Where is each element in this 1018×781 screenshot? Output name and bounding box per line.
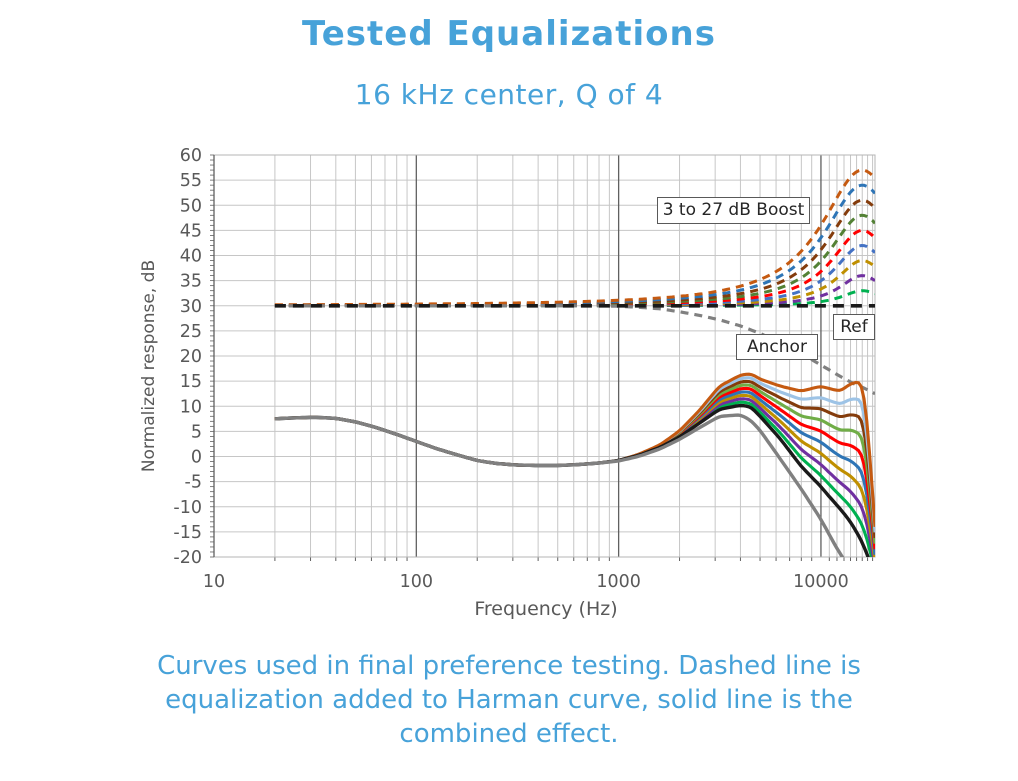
caption-line: Curves used in final preference testing.… <box>157 651 861 681</box>
y-tick-label: 60 <box>180 146 202 166</box>
y-tick-label: 50 <box>180 196 202 216</box>
ref-annotation: Ref <box>833 314 875 340</box>
x-tick-label: 100 <box>400 572 433 592</box>
x-tick-label: 10000 <box>793 572 849 592</box>
y-tick-label: 20 <box>180 347 202 367</box>
eq-dashed-12db <box>274 243 875 307</box>
y-tick-label: 0 <box>191 448 202 468</box>
eq-dashed-curves <box>274 168 875 308</box>
y-tick-label: -15 <box>173 523 202 543</box>
anchor-combined-solid <box>274 413 845 557</box>
y-tick-label: -5 <box>185 473 202 493</box>
eq-dashed-9db <box>274 259 875 308</box>
y-tick-label: 30 <box>180 297 202 317</box>
y-tick-label: 40 <box>180 247 202 267</box>
x-tick-label: 1000 <box>596 572 641 592</box>
y-tick-label: -10 <box>173 498 202 518</box>
x-tick-label: 10 <box>203 572 225 592</box>
anchor-annotation: Anchor <box>736 334 818 360</box>
caption: Curves used in final preference testing.… <box>0 650 1018 751</box>
x-axis-title: Frequency (Hz) <box>474 598 618 620</box>
y-axis-title: Normalized response, dB <box>139 259 159 473</box>
grid <box>210 154 876 561</box>
combined-solid-curves <box>274 372 875 557</box>
combined-solid-27db <box>274 372 875 528</box>
caption-line: combined effect. <box>399 718 619 749</box>
page-subtitle: 16 kHz center, Q of 4 <box>354 78 664 111</box>
chart-area: 60 55 50 45 40 35 30 25 20 15 10 5 0 -5 -10 -15 -20 10 100… <box>0 130 1018 640</box>
caption-line: equalization added to Harman curve, soli… <box>165 684 853 715</box>
y-tick-label: 55 <box>180 171 202 191</box>
combined-solid-12db <box>274 390 875 555</box>
page-title: Tested Equalizations <box>302 14 716 54</box>
y-tick-label: 10 <box>180 397 202 417</box>
y-tick-label: 45 <box>180 221 202 241</box>
y-tick-label: 25 <box>180 322 202 342</box>
y-tick-label: -20 <box>173 548 202 568</box>
boost-range-annotation: 3 to 27 dB Boost <box>657 197 810 224</box>
y-tick-label: 35 <box>180 272 202 292</box>
y-tick-label: 15 <box>180 372 202 392</box>
eq-dashed-27db <box>274 168 875 307</box>
combined-solid-15db <box>274 386 875 550</box>
y-tick-label: 5 <box>191 422 202 442</box>
